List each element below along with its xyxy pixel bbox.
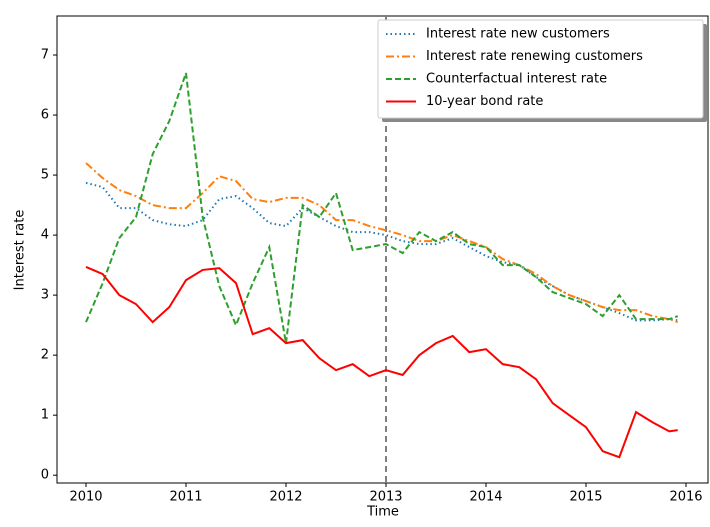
legend-label: 10-year bond rate	[426, 94, 543, 109]
y-axis-label: Interest rate	[13, 210, 28, 291]
y-tick-label: 5	[41, 168, 49, 183]
series-line	[85, 265, 678, 459]
x-axis-label: Time	[366, 505, 399, 520]
legend-label: Counterfactual interest rate	[426, 72, 607, 87]
legend-label: Interest rate renewing customers	[426, 49, 643, 64]
series-line	[85, 72, 679, 344]
x-tick-label: 2011	[169, 490, 202, 505]
legend	[377, 19, 704, 119]
x-tick-label: 2016	[669, 490, 702, 505]
y-tick-label: 0	[41, 468, 49, 483]
y-tick-label: 2	[41, 348, 49, 363]
x-tick-label: 2013	[369, 490, 402, 505]
x-tick-label: 2010	[69, 490, 102, 505]
x-tick-label: 2012	[269, 490, 302, 505]
y-tick-label: 4	[41, 228, 49, 243]
y-tick-label: 3	[41, 288, 49, 303]
plot-frame	[56, 15, 709, 484]
y-tick-label: 7	[41, 48, 49, 63]
x-tick-label: 2015	[569, 490, 602, 505]
y-tick-label: 1	[41, 408, 49, 423]
series-line	[85, 162, 679, 324]
y-tick-label: 6	[41, 108, 49, 123]
x-tick-label: 2014	[469, 490, 502, 505]
legend-label: Interest rate new customers	[426, 27, 610, 42]
